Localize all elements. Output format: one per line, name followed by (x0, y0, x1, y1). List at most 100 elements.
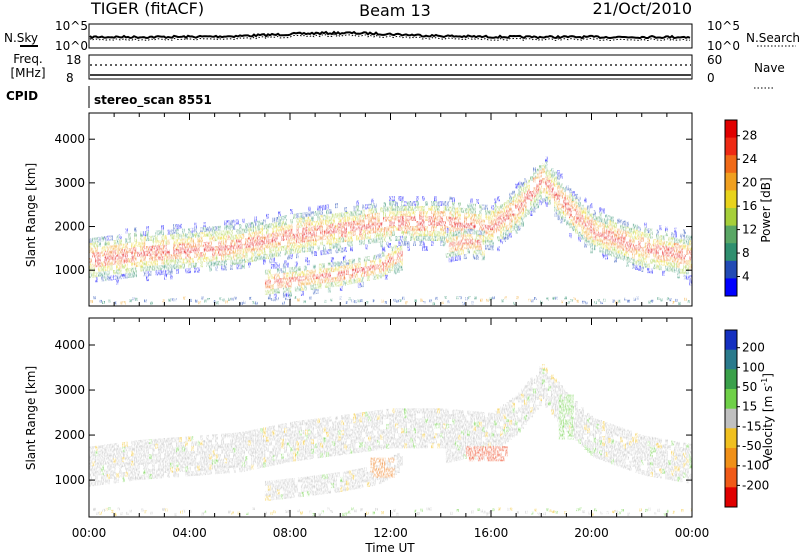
velocity-cell (311, 449, 314, 454)
velocity-patch-cell (382, 457, 386, 463)
velocity-cell (324, 483, 328, 489)
velocity-cell (257, 443, 260, 449)
power-cell (275, 217, 278, 223)
velocity-cell (263, 437, 266, 443)
velocity-cell (466, 443, 470, 449)
velocity-cell (185, 456, 188, 462)
power-cell (221, 235, 224, 241)
velocity-clutter-cell (579, 507, 582, 511)
velocity-cell (149, 459, 152, 465)
velocity-cell (176, 447, 179, 453)
power-cell (351, 263, 355, 269)
velocity-clutter-cell (342, 512, 345, 516)
velocity-clutter-cell (102, 508, 105, 512)
power-cell (197, 237, 200, 243)
power-cell (221, 240, 224, 246)
velocity-cell (273, 494, 277, 500)
power-cell (276, 263, 280, 269)
power-cell (362, 234, 365, 240)
velocity-cell (632, 436, 635, 442)
velocity-cell (395, 418, 398, 424)
velocity-cell (101, 465, 104, 470)
velocity-cell (488, 417, 491, 423)
velocity-cell (185, 466, 188, 472)
power-cell (134, 232, 137, 238)
power-cell (419, 226, 422, 231)
velocity-cell (143, 464, 146, 470)
power-cell (143, 271, 146, 277)
velocity-cell (620, 437, 623, 443)
velocity-cell (345, 470, 349, 476)
power-cell (472, 229, 476, 235)
velocity-cell (266, 456, 269, 462)
power-clutter-cell (189, 298, 192, 302)
velocity-cell (351, 469, 355, 475)
power-cell (457, 245, 461, 251)
velocity-clutter-cell (612, 510, 615, 514)
power-cell (644, 262, 647, 268)
power-cell (587, 205, 590, 211)
velocity-cell (305, 439, 308, 445)
power-cell (512, 225, 515, 231)
power-cell (473, 218, 476, 224)
velocity-cell (393, 469, 397, 475)
power-cell (116, 254, 119, 260)
power-cell (128, 273, 131, 278)
power-cell (368, 228, 371, 234)
velocity-cell (360, 467, 364, 473)
power-cell (575, 223, 578, 229)
velocity-cell (614, 440, 617, 446)
velocity-cell (539, 366, 542, 372)
power-cell (345, 264, 349, 270)
power-cell (296, 218, 299, 224)
velocity-cell (335, 420, 338, 426)
power-cell (107, 255, 110, 261)
x-tick-label: 16:00 (474, 526, 509, 540)
power-cell (650, 233, 653, 239)
power-cell (290, 249, 293, 255)
power-cell (384, 254, 388, 260)
power-cell (401, 206, 404, 211)
power-cell (572, 221, 575, 227)
velocity-cell (407, 433, 410, 439)
power-clutter-cell (627, 299, 630, 303)
power-cell (296, 233, 299, 239)
power-cell (416, 221, 419, 226)
velocity-cell (587, 412, 590, 418)
power-clutter-cell (582, 300, 585, 304)
power-cell (497, 216, 500, 222)
power-cell (404, 226, 407, 231)
velocity-cell (647, 461, 650, 467)
velocity-cell (281, 443, 284, 449)
velocity-cell (317, 453, 320, 459)
velocity-cell (662, 458, 665, 464)
velocity-cell (476, 436, 479, 442)
velocity-cell (164, 463, 167, 468)
velocity-cell (644, 470, 647, 476)
velocity-cell (440, 408, 443, 414)
power-cell (398, 221, 401, 226)
velocity-cell (419, 418, 422, 424)
power-cell (608, 220, 611, 226)
power-cell (230, 229, 233, 235)
velocity-cell (470, 420, 473, 426)
power-cell (374, 203, 377, 209)
velocity-patch-cell (391, 457, 395, 463)
power-cell (533, 192, 536, 198)
power-clutter-cell (396, 299, 399, 303)
nsky-tick-low: 10^0 (55, 39, 88, 53)
power-cell (467, 213, 470, 219)
power-cell (485, 209, 488, 215)
velocity-cell (437, 423, 440, 429)
velocity-clutter-cell (273, 510, 276, 514)
nsearch-tick-low: 10^0 (707, 39, 740, 53)
velocity-cell (173, 462, 176, 468)
velocity-cell (659, 473, 662, 479)
velocity-cell (197, 445, 200, 451)
power-cell (389, 221, 392, 227)
velocity-cell (167, 447, 170, 453)
power-cell (185, 233, 188, 239)
velocity-cell (191, 456, 194, 462)
power-cell (590, 228, 593, 234)
power-cell (488, 235, 491, 241)
